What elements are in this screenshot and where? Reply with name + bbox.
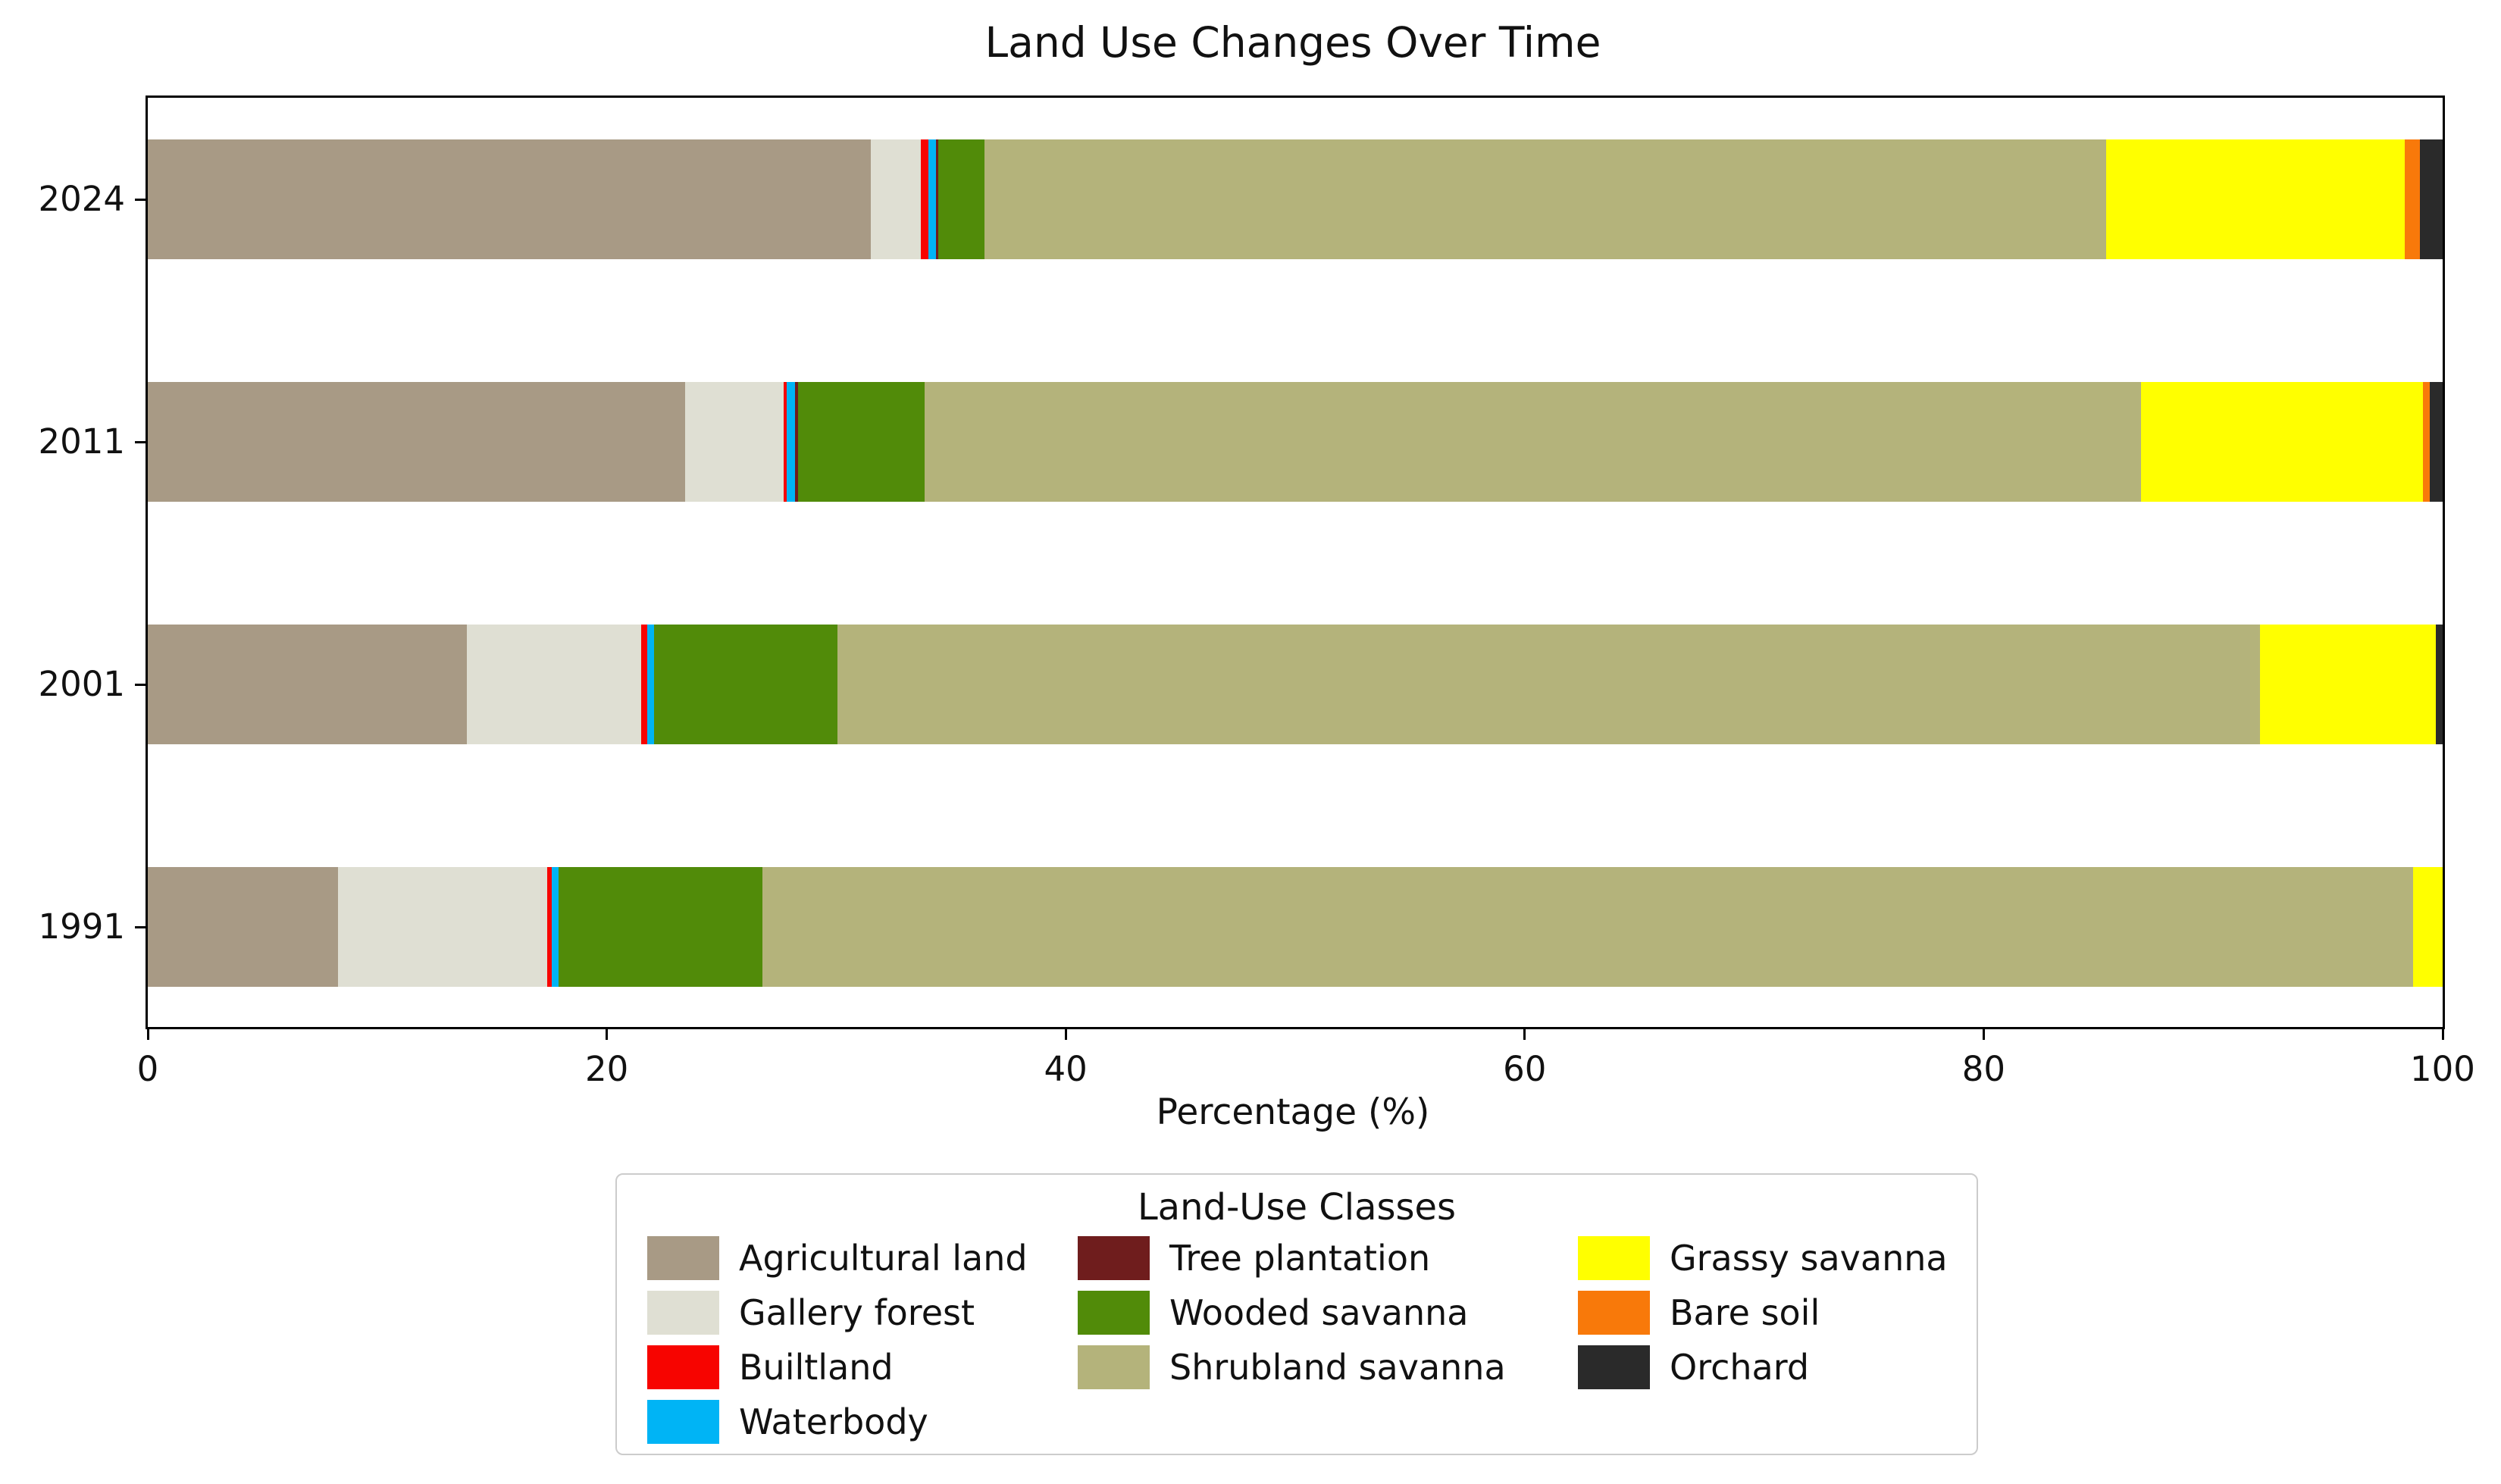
legend-label-bare-soil: Bare soil: [1670, 1292, 1820, 1333]
legend-entry-shrubland-savanna: Shrubland savanna: [1078, 1345, 1506, 1390]
legend-label-gallery-forest: Gallery forest: [739, 1292, 975, 1333]
plot-area: 2024 2011 2001 1991 0 20 40 60 80 100: [38, 95, 2475, 1089]
legend-column-2: Tree plantation Wooded savanna Shrubland s…: [1078, 1235, 1506, 1390]
y-tick-label-1991: 1991: [38, 906, 125, 947]
y-tick-2001: [135, 684, 146, 686]
legend-entry-bare-soil: Bare soil: [1578, 1290, 1948, 1335]
segment-waterbody-2001: [646, 625, 654, 744]
segment-waterbody-1991: [551, 867, 559, 987]
segment-orchard-2011: [2430, 382, 2443, 502]
segment-waterbody-2024: [928, 139, 937, 259]
legend-swatch-agricultural-land: [647, 1236, 719, 1280]
legend-swatch-shrubland-savanna: [1078, 1345, 1150, 1389]
y-tick-label-2001: 2001: [38, 664, 125, 704]
x-tick-60: [1523, 1029, 1526, 1040]
legend-swatch-tree-plantation: [1078, 1236, 1150, 1280]
legend-swatch-wooded-savanna: [1078, 1291, 1150, 1335]
legend-label-tree-plantation: Tree plantation: [1169, 1238, 1431, 1279]
segment-agricultural-land-2024: [148, 139, 871, 259]
legend-swatch-bare-soil: [1578, 1291, 1650, 1335]
x-tick-0: [146, 1029, 149, 1040]
legend-entry-waterbody: Waterbody: [647, 1399, 1028, 1445]
x-tick-label-100: 100: [2410, 1049, 2475, 1089]
legend-entry-agricultural-land: Agricultural land: [647, 1235, 1028, 1281]
y-tick-2024: [135, 199, 146, 201]
legend: Land-Use Classes Agricultural land Galler…: [615, 1173, 1978, 1455]
segment-grassy-savanna-2011: [2140, 382, 2424, 502]
legend-entry-gallery-forest: Gallery forest: [647, 1290, 1028, 1335]
x-tick-label-60: 60: [1503, 1049, 1547, 1089]
legend-column-3: Grassy savanna Bare soil Orchard: [1578, 1235, 1948, 1390]
segment-shrubland-savanna-2001: [837, 625, 2261, 744]
segment-gallery-forest-2011: [684, 382, 784, 502]
segment-gallery-forest-2024: [870, 139, 922, 259]
legend-swatch-orchard: [1578, 1345, 1650, 1389]
chart-title: Land Use Changes Over Time: [984, 18, 1601, 67]
segment-agricultural-land-2011: [148, 382, 685, 502]
legend-swatch-builtland: [647, 1345, 719, 1389]
y-tick-label-2024: 2024: [38, 179, 125, 219]
x-tick-label-80: 80: [1961, 1049, 2006, 1089]
bar-row-2001: [148, 625, 2443, 744]
legend-swatch-grassy-savanna: [1578, 1236, 1650, 1280]
segment-builtland-2024: [921, 139, 928, 259]
segment-gallery-forest-2001: [466, 625, 642, 744]
segment-waterbody-2011: [787, 382, 795, 502]
segment-orchard-2001: [2435, 625, 2443, 744]
segment-builtland-2001: [641, 625, 647, 744]
segment-gallery-forest-1991: [338, 867, 547, 987]
x-tick-label-40: 40: [1044, 1049, 1088, 1089]
legend-title: Land-Use Classes: [1137, 1186, 1457, 1229]
legend-column-1: Agricultural land Gallery forest Builtland…: [647, 1235, 1028, 1445]
x-tick-100: [2441, 1029, 2444, 1040]
segment-shrubland-savanna-2011: [924, 382, 2141, 502]
legend-label-waterbody: Waterbody: [739, 1401, 928, 1442]
segment-tree-plantation-2011: [794, 382, 799, 502]
legend-entry-builtland: Builtland: [647, 1345, 1028, 1390]
segment-wooded-savanna-1991: [558, 867, 763, 987]
legend-entry-orchard: Orchard: [1578, 1345, 1948, 1390]
segment-wooded-savanna-2001: [653, 625, 837, 744]
bar-row-2011: [148, 382, 2443, 502]
segment-wooded-savanna-2024: [938, 139, 984, 259]
x-tick-20: [606, 1029, 609, 1040]
segment-agricultural-land-2001: [148, 625, 467, 744]
segment-bare-soil-2024: [2404, 139, 2420, 259]
segment-orchard-2024: [2419, 139, 2443, 259]
segment-tree-plantation-2024: [936, 139, 939, 259]
legend-entry-tree-plantation: Tree plantation: [1078, 1235, 1506, 1281]
legend-entry-grassy-savanna: Grassy savanna: [1578, 1235, 1948, 1281]
legend-label-agricultural-land: Agricultural land: [739, 1238, 1028, 1279]
x-tick-40: [1064, 1029, 1067, 1040]
segment-shrubland-savanna-2024: [984, 139, 2107, 259]
segment-wooded-savanna-2011: [798, 382, 925, 502]
segment-agricultural-land-1991: [148, 867, 339, 987]
legend-label-grassy-savanna: Grassy savanna: [1670, 1238, 1948, 1279]
legend-swatch-gallery-forest: [647, 1291, 719, 1335]
y-tick-1991: [135, 926, 146, 928]
x-tick-label-0: 0: [136, 1049, 159, 1089]
legend-label-builtland: Builtland: [739, 1347, 894, 1388]
segment-grassy-savanna-2024: [2106, 139, 2405, 259]
legend-label-orchard: Orchard: [1670, 1347, 1810, 1388]
bar-row-1991: [148, 867, 2443, 987]
bar-row-2024: [148, 139, 2443, 259]
segment-grassy-savanna-1991: [2412, 867, 2443, 987]
legend-swatch-waterbody: [647, 1400, 719, 1444]
segment-shrubland-savanna-1991: [762, 867, 2413, 987]
legend-entry-wooded-savanna: Wooded savanna: [1078, 1290, 1506, 1335]
x-tick-80: [1982, 1029, 1985, 1040]
x-axis-label: Percentage (%): [1156, 1091, 1430, 1133]
x-tick-label-20: 20: [584, 1049, 629, 1089]
y-tick-label-2011: 2011: [38, 421, 125, 462]
y-tick-2011: [135, 441, 146, 443]
segment-grassy-savanna-2001: [2260, 625, 2436, 744]
legend-label-wooded-savanna: Wooded savanna: [1169, 1292, 1469, 1333]
segment-builtland-1991: [546, 867, 552, 987]
segment-bare-soil-2011: [2423, 382, 2431, 502]
segment-builtland-2011: [783, 382, 787, 502]
legend-label-shrubland-savanna: Shrubland savanna: [1169, 1347, 1506, 1388]
